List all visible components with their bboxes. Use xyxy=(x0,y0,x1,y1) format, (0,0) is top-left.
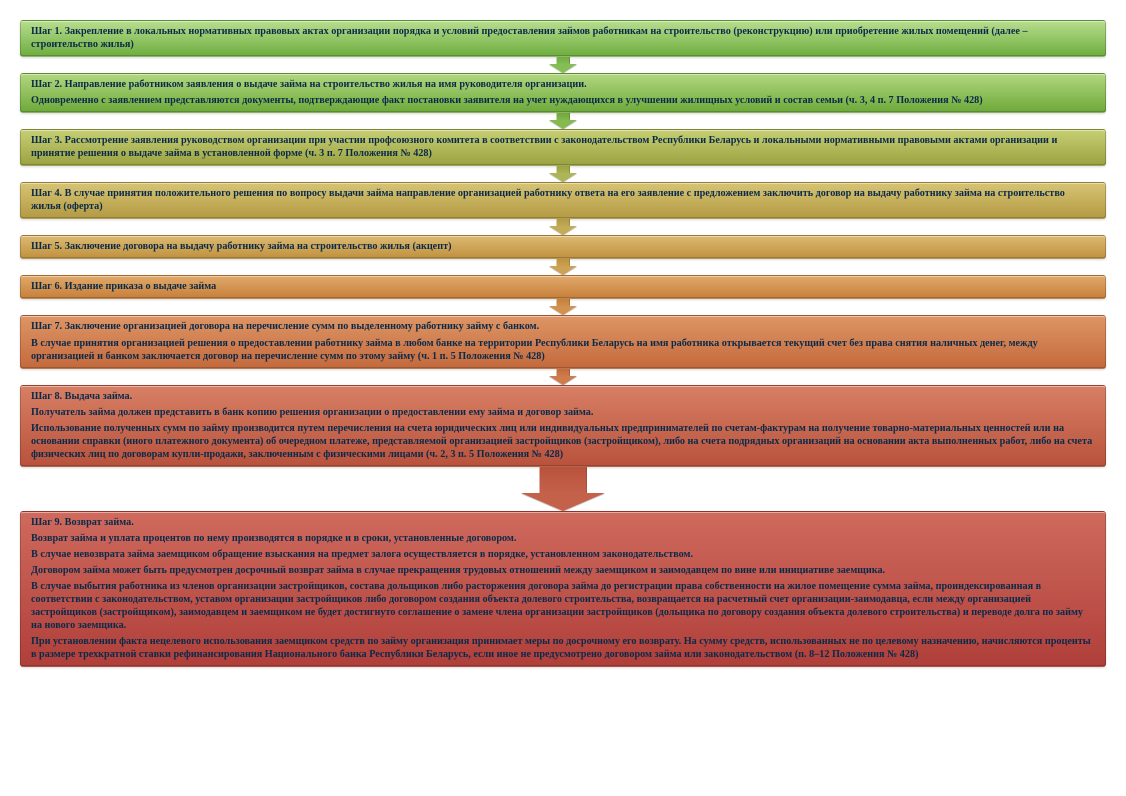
step8-arrow xyxy=(20,467,1106,511)
step9-box: Шаг 9. Возврат займа. Возврат займа и упл… xyxy=(20,511,1106,667)
step9-label: Шаг 9. xyxy=(31,517,62,528)
step9-line-0-text: Возврат займа. xyxy=(62,517,134,528)
step7-line-0-text: Заключение организацией договора на пере… xyxy=(62,321,539,332)
step2-box: Шаг 2. Направление работником заявления … xyxy=(20,73,1106,113)
step2-line-1: Одновременно с заявлением представляются… xyxy=(31,94,1095,107)
step9-line-2: В случае невозврата займа заемщиком обра… xyxy=(31,548,1095,561)
step8-box: Шаг 8. Выдача займа. Получатель займа дол… xyxy=(20,385,1106,467)
step1-box: Шаг 1. Закрепление в локальных нормативн… xyxy=(20,20,1106,57)
step7-arrow xyxy=(20,369,1106,385)
chevron-down-icon xyxy=(551,259,575,275)
step5-line-0-text: Заключение договора на выдачу работнику … xyxy=(62,241,451,252)
step4-line-0: Шаг 4. В случае принятия положительного … xyxy=(31,187,1095,213)
step1-label: Шаг 1. xyxy=(31,26,62,37)
chevron-down-icon xyxy=(551,57,575,73)
chevron-down-icon xyxy=(551,166,575,182)
chevron-down-icon xyxy=(551,369,575,385)
step3-arrow xyxy=(20,166,1106,182)
step8-label: Шаг 8. xyxy=(31,391,62,402)
chevron-down-icon xyxy=(551,219,575,235)
step9-line-0: Шаг 9. Возврат займа. xyxy=(31,516,1095,529)
step3-line-0-text: Рассмотрение заявления руководством орга… xyxy=(31,135,1057,159)
step8-line-2: Использование полученных сумм по займу п… xyxy=(31,422,1095,461)
step6-box: Шаг 6. Издание приказа о выдаче займа xyxy=(20,275,1106,299)
step4-line-0-text: В случае принятия положительного решения… xyxy=(31,188,1065,212)
chevron-down-icon xyxy=(551,113,575,129)
step4-label: Шаг 4. xyxy=(31,188,62,199)
step2-line-0-text: Направление работником заявления о выдач… xyxy=(62,79,587,90)
step4-arrow xyxy=(20,219,1106,235)
step3-line-0: Шаг 3. Рассмотрение заявления руководств… xyxy=(31,134,1095,160)
chevron-down-icon xyxy=(523,467,603,511)
chevron-down-icon xyxy=(551,299,575,315)
step9-line-4: В случае выбытия работника из членов орг… xyxy=(31,580,1095,632)
step1-arrow xyxy=(20,57,1106,73)
step7-box: Шаг 7. Заключение организацией договора … xyxy=(20,315,1106,368)
step6-line-0-text: Издание приказа о выдаче займа xyxy=(62,281,216,292)
step8-line-0: Шаг 8. Выдача займа. xyxy=(31,390,1095,403)
step5-label: Шаг 5. xyxy=(31,241,62,252)
step8-line-1: Получатель займа должен представить в ба… xyxy=(31,406,1095,419)
step7-label: Шаг 7. xyxy=(31,321,62,332)
step2-label: Шаг 2. xyxy=(31,79,62,90)
step2-arrow xyxy=(20,113,1106,129)
step5-box: Шаг 5. Заключение договора на выдачу раб… xyxy=(20,235,1106,259)
step4-box: Шаг 4. В случае принятия положительного … xyxy=(20,182,1106,219)
step9-line-3: Договором займа может быть предусмотрен … xyxy=(31,564,1095,577)
step3-label: Шаг 3. xyxy=(31,135,62,146)
step6-arrow xyxy=(20,299,1106,315)
step5-arrow xyxy=(20,259,1106,275)
step5-line-0: Шаг 5. Заключение договора на выдачу раб… xyxy=(31,240,1095,253)
flowchart-container: Шаг 1. Закрепление в локальных нормативн… xyxy=(20,20,1106,667)
step9-line-1: Возврат займа и уплата процентов по нему… xyxy=(31,532,1095,545)
step6-label: Шаг 6. xyxy=(31,281,62,292)
step7-line-1: В случае принятия организацией решения о… xyxy=(31,337,1095,363)
step1-line-0-text: Закрепление в локальных нормативных прав… xyxy=(31,26,1028,50)
step9-line-5: При установлении факта нецелевого исполь… xyxy=(31,635,1095,661)
step1-line-0: Шаг 1. Закрепление в локальных нормативн… xyxy=(31,25,1095,51)
step8-line-0-text: Выдача займа. xyxy=(62,391,132,402)
step6-line-0: Шаг 6. Издание приказа о выдаче займа xyxy=(31,280,1095,293)
step2-line-0: Шаг 2. Направление работником заявления … xyxy=(31,78,1095,91)
step7-line-0: Шаг 7. Заключение организацией договора … xyxy=(31,320,1095,333)
step3-box: Шаг 3. Рассмотрение заявления руководств… xyxy=(20,129,1106,166)
